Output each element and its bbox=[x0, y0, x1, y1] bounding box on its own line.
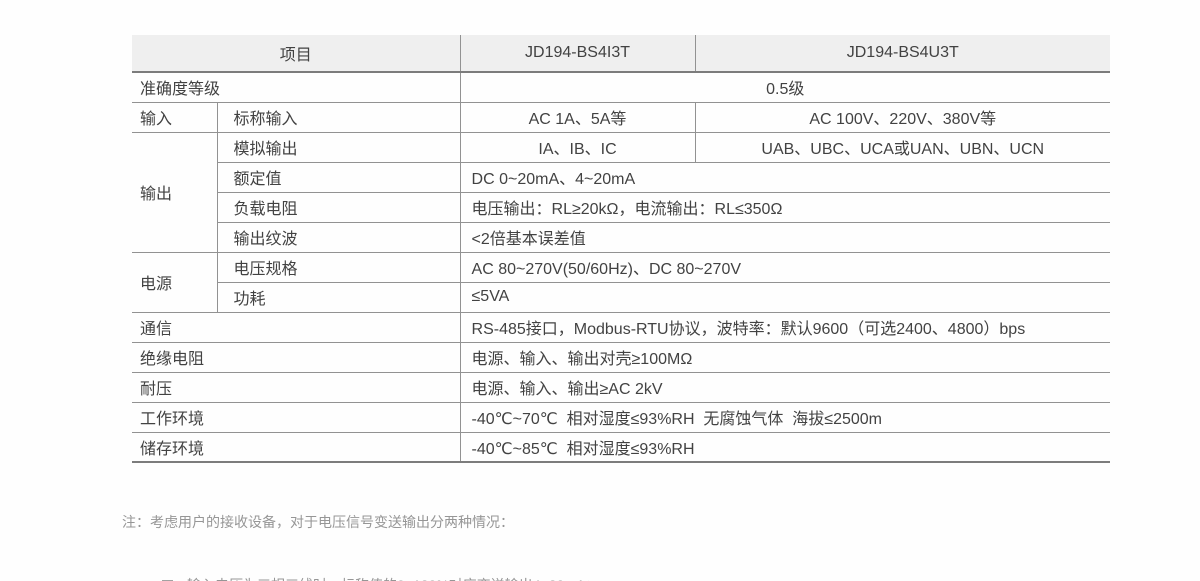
header-item: 项目 bbox=[132, 35, 461, 73]
table-header-row: 项目 JD194-BS4I3T JD194-BS4U3T bbox=[132, 35, 1111, 73]
working-env-label: 工作环境 bbox=[132, 402, 461, 433]
footnote-item: 输入电压为三相三线时，标称值的0~120%对应变送输出4~20mA； bbox=[122, 575, 599, 581]
nominal-input-value-b: AC 100V、220V、380V等 bbox=[694, 102, 1111, 133]
header-model-a: JD194-BS4I3T bbox=[459, 35, 696, 73]
accuracy-value: 0.5级 bbox=[459, 72, 1111, 103]
storage-env-value: -40℃~85℃ 相对湿度≤93%RH bbox=[459, 432, 1111, 463]
analog-output-value-a: IA、IB、IC bbox=[459, 132, 696, 163]
square-bullet-icon bbox=[162, 579, 173, 581]
row-output-ripple: 输出纹波 <2倍基本误差值 bbox=[132, 222, 1111, 253]
row-withstand: 耐压 电源、输入、输出≥AC 2kV bbox=[132, 372, 1111, 403]
row-accuracy: 准确度等级 0.5级 bbox=[132, 72, 1111, 103]
storage-env-label: 储存环境 bbox=[132, 432, 461, 463]
row-insulation: 绝缘电阻 电源、输入、输出对壳≥100MΩ bbox=[132, 342, 1111, 373]
output-group-label: 输出 bbox=[132, 132, 218, 253]
row-input-nominal: 输入 标称输入 AC 1A、5A等 AC 100V、220V、380V等 bbox=[132, 102, 1111, 133]
input-group-label: 输入 bbox=[132, 102, 218, 133]
communication-label: 通信 bbox=[132, 312, 461, 343]
rated-value-value: DC 0~20mA、4~20mA bbox=[459, 162, 1111, 193]
communication-value: RS-485接口，Modbus-RTU协议，波特率：默认9600（可选2400、… bbox=[459, 312, 1111, 343]
insulation-label: 绝缘电阻 bbox=[132, 342, 461, 373]
analog-output-value-b: UAB、UBC、UCA或UAN、UBN、UCN bbox=[694, 132, 1111, 163]
output-ripple-label: 输出纹波 bbox=[217, 222, 461, 253]
spec-table: 项目 JD194-BS4I3T JD194-BS4U3T 准确度等级 0.5级 … bbox=[132, 35, 1111, 463]
row-voltage-spec: 电源 电压规格 AC 80~270V(50/60Hz)、DC 80~270V bbox=[132, 252, 1111, 313]
nominal-input-value-a: AC 1A、5A等 bbox=[459, 102, 696, 133]
withstand-value: 电源、输入、输出≥AC 2kV bbox=[459, 372, 1111, 403]
header-model-b: JD194-BS4U3T bbox=[694, 35, 1111, 73]
power-consumption-label: 功耗 bbox=[217, 282, 461, 313]
row-communication: 通信 RS-485接口，Modbus-RTU协议，波特率：默认9600（可选24… bbox=[132, 312, 1111, 343]
analog-output-label: 模拟输出 bbox=[217, 132, 461, 163]
voltage-spec-label: 电压规格 bbox=[217, 252, 461, 283]
insulation-value: 电源、输入、输出对壳≥100MΩ bbox=[459, 342, 1111, 373]
row-load-resistance: 负载电阻 电压输出：RL≥20kΩ，电流输出：RL≤350Ω bbox=[132, 192, 1111, 223]
voltage-spec-value: AC 80~270V(50/60Hz)、DC 80~270V bbox=[459, 252, 1111, 283]
working-env-value: -40℃~70℃ 相对湿度≤93%RH 无腐蚀气体 海拔≤2500m bbox=[459, 402, 1111, 433]
footnote-intro: 注：考虑用户的接收设备，对于电压信号变送输出分两种情况： bbox=[122, 514, 514, 530]
power-consumption-value: ≤5VA bbox=[459, 282, 1111, 313]
rated-value-label: 额定值 bbox=[217, 162, 461, 193]
withstand-label: 耐压 bbox=[132, 372, 461, 403]
accuracy-label: 准确度等级 bbox=[132, 72, 461, 103]
row-rated-value: 额定值 DC 0~20mA、4~20mA bbox=[132, 162, 1111, 193]
footnotes: 注：考虑用户的接收设备，对于电压信号变送输出分两种情况： 输入电压为三相三线时，… bbox=[122, 480, 599, 581]
row-working-env: 工作环境 -40℃~70℃ 相对湿度≤93%RH 无腐蚀气体 海拔≤2500m bbox=[132, 402, 1111, 433]
row-analog-output: 输出 模拟输出 IA、IB、IC UAB、UBC、UCA或UAN、UBN、UCN bbox=[132, 132, 1111, 253]
row-power-consumption: 功耗 ≤5VA bbox=[132, 282, 1111, 313]
nominal-input-label: 标称输入 bbox=[217, 102, 461, 133]
output-ripple-value: <2倍基本误差值 bbox=[459, 222, 1111, 253]
power-group-label: 电源 bbox=[132, 252, 218, 313]
row-storage-env: 储存环境 -40℃~85℃ 相对湿度≤93%RH bbox=[132, 432, 1111, 463]
load-resistance-value: 电压输出：RL≥20kΩ，电流输出：RL≤350Ω bbox=[459, 192, 1111, 223]
footnote-item-text: 输入电压为三相三线时，标称值的0~120%对应变送输出4~20mA； bbox=[187, 575, 599, 581]
load-resistance-label: 负载电阻 bbox=[217, 192, 461, 223]
